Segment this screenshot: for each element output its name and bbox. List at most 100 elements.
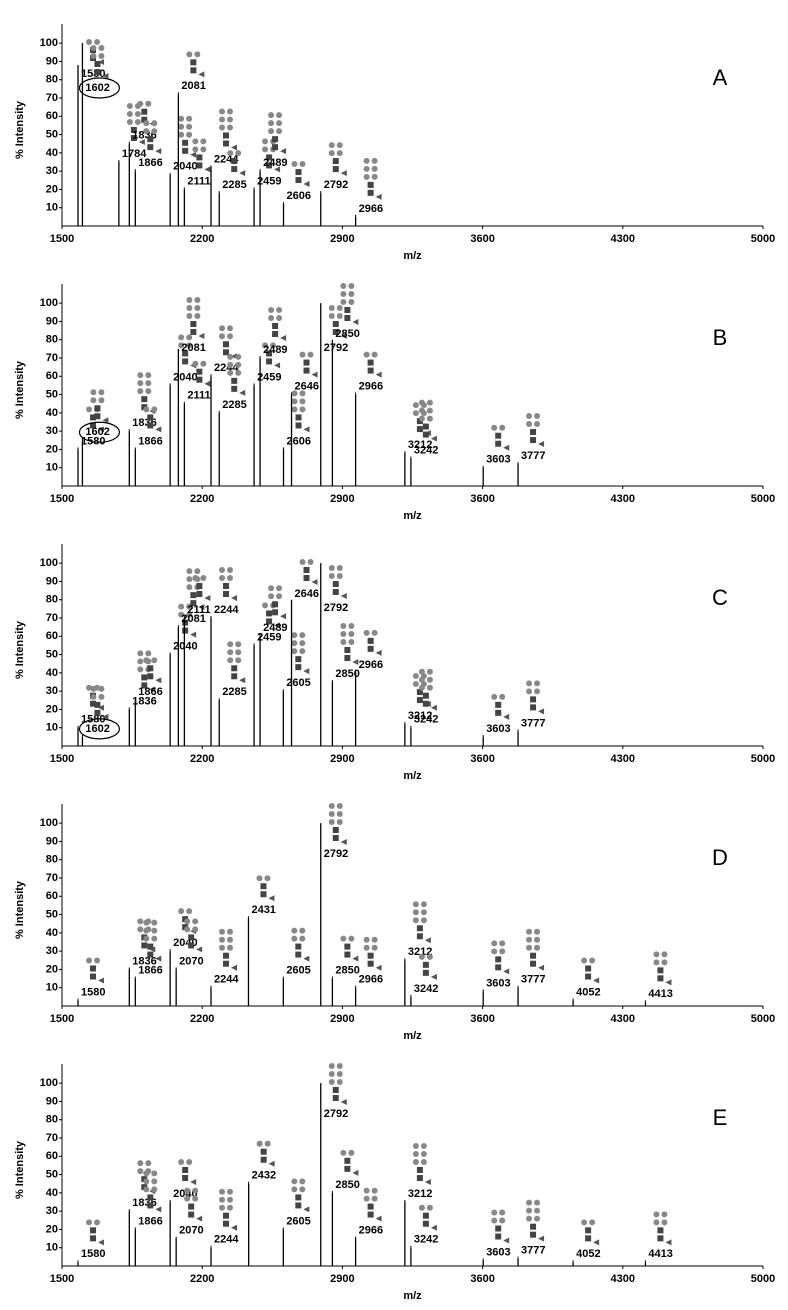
glycan-square [367, 367, 374, 374]
glycan-fucose [311, 579, 318, 585]
glycan-fucose [340, 1099, 347, 1105]
x-tick-label: 1500 [50, 233, 74, 245]
glycan-circle [86, 957, 93, 964]
y-tick-label: 80 [46, 1114, 58, 1126]
glycan-circle [184, 926, 191, 933]
glycan-square [266, 610, 273, 617]
peak-label: 2850 [335, 668, 359, 680]
glycan-square [223, 960, 230, 967]
y-tick-label: 40 [46, 927, 58, 939]
y-tick-label: 10 [46, 1242, 58, 1254]
y-tick-label: 50 [46, 908, 58, 920]
glycan-circle [178, 1159, 185, 1165]
glycan-circle [418, 415, 425, 422]
glycan-circle [299, 398, 306, 405]
glycan-square [495, 1233, 502, 1240]
glycan-square [196, 591, 203, 597]
glycan-square [495, 709, 502, 716]
glycan-circle [526, 688, 533, 695]
peak-label: 2244 [214, 974, 239, 986]
glycan-fucose [375, 193, 382, 200]
glycan-square [260, 1156, 267, 1163]
glycan-circle [499, 940, 506, 947]
glycan-circle [340, 639, 347, 645]
peak-label: 1602 [85, 723, 109, 735]
glycan-circle [151, 657, 158, 664]
glycan-circle [219, 575, 226, 581]
peak-label: 2792 [324, 342, 348, 354]
glycan-square [223, 132, 230, 139]
glycan-circle [227, 353, 234, 360]
glycan-circle [291, 927, 298, 934]
glycan-fucose [102, 73, 109, 79]
peak-label: 1602 [85, 82, 109, 94]
glycan-square [295, 943, 302, 950]
glycan-circle [491, 940, 498, 947]
glycan-fucose [375, 649, 382, 656]
glycan-square [196, 368, 203, 375]
glycan-fucose [352, 955, 359, 962]
glycan-circle [328, 1063, 335, 1069]
glycan-circle [145, 1160, 152, 1167]
glycan-circle [589, 1219, 596, 1226]
glycan-fucose [303, 955, 310, 962]
glycan-circle [348, 639, 355, 645]
peak-label: 2459 [257, 175, 281, 187]
glycan-circle [328, 565, 335, 571]
glycan-square [272, 601, 279, 608]
glycan-square [422, 961, 429, 968]
glycan-circle [307, 351, 314, 358]
glycan-circle [371, 173, 378, 180]
y-tick-label: 60 [46, 890, 58, 902]
glycan-circle [268, 128, 275, 135]
glycan-square [147, 951, 154, 958]
glycan-square [223, 1220, 230, 1227]
glycan-circle [151, 406, 158, 413]
glycan-circle [581, 1219, 588, 1226]
glycan-square [344, 951, 351, 958]
glycan-circle [137, 1168, 144, 1175]
glycan-fucose [268, 1160, 275, 1167]
glycan-circle [526, 1207, 533, 1214]
x-tick-label: 2900 [330, 1013, 354, 1025]
peak-label: 2489 [263, 157, 287, 169]
glycan-circle [235, 657, 242, 664]
glycan-square [495, 956, 502, 963]
glycan-circle [412, 673, 419, 680]
glycan-circle [227, 361, 234, 368]
glycan-circle [299, 559, 306, 565]
glycan-fucose [190, 1179, 197, 1185]
glycan-square [94, 709, 101, 716]
y-tick-label: 30 [46, 425, 58, 437]
glycan-fucose [665, 979, 672, 986]
y-axis-label: % Intensity [14, 620, 26, 679]
glycan-circle [661, 1219, 668, 1226]
glycan-square [367, 181, 374, 188]
glycan-circle [328, 150, 335, 157]
glycan-fucose [231, 964, 238, 971]
glycan-fucose [375, 371, 382, 378]
glycan-circle [134, 119, 141, 125]
glycan-circle [653, 1219, 660, 1226]
y-tick-label: 90 [46, 575, 58, 587]
glycan-circle [348, 935, 355, 942]
y-tick-label: 20 [46, 443, 58, 455]
panel: 10 20 30 40 50 60 70 80 90 100 1500 2200 2900 3600 430… [14, 544, 775, 782]
glycan-circle [363, 1187, 370, 1194]
glycan-circle [98, 397, 105, 404]
glycan-square [272, 331, 279, 337]
peak-label: 3777 [521, 1245, 545, 1257]
glycan-circle [94, 957, 101, 964]
glycan-square [416, 418, 423, 425]
glycan-circle [219, 325, 226, 332]
glycan-circle [264, 1140, 271, 1147]
glycan-circle [227, 1196, 234, 1203]
y-tick-label: 10 [46, 982, 58, 994]
glycan-circle [227, 575, 234, 581]
glycan-square [367, 189, 374, 196]
glycan-square [147, 1194, 154, 1201]
glycan-circle [336, 1071, 343, 1077]
glycan-circle [340, 283, 347, 289]
glycan-square [182, 139, 189, 146]
peak-label: 2459 [257, 631, 281, 643]
